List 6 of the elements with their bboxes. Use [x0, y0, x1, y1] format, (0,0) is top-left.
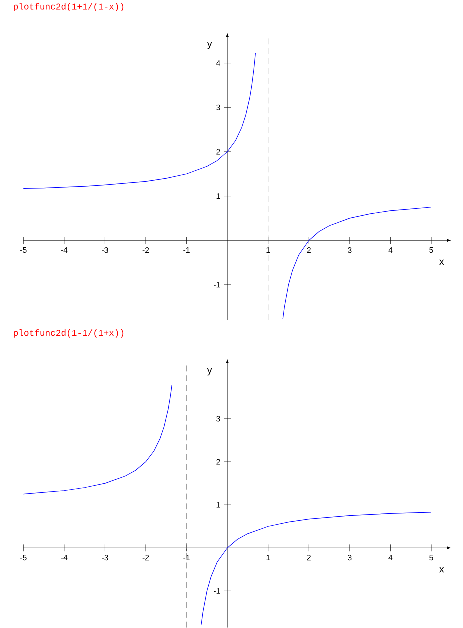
- y-axis-title: y: [207, 368, 212, 376]
- chart-title: plotfunc2d(1+1/(1-x)): [14, 3, 124, 12]
- y-axis-title: y: [207, 42, 212, 50]
- chart-title: plotfunc2d(1-1/(1+x)): [14, 330, 124, 338]
- x-axis-title: x: [440, 260, 444, 266]
- x-axis-title: x: [440, 567, 444, 573]
